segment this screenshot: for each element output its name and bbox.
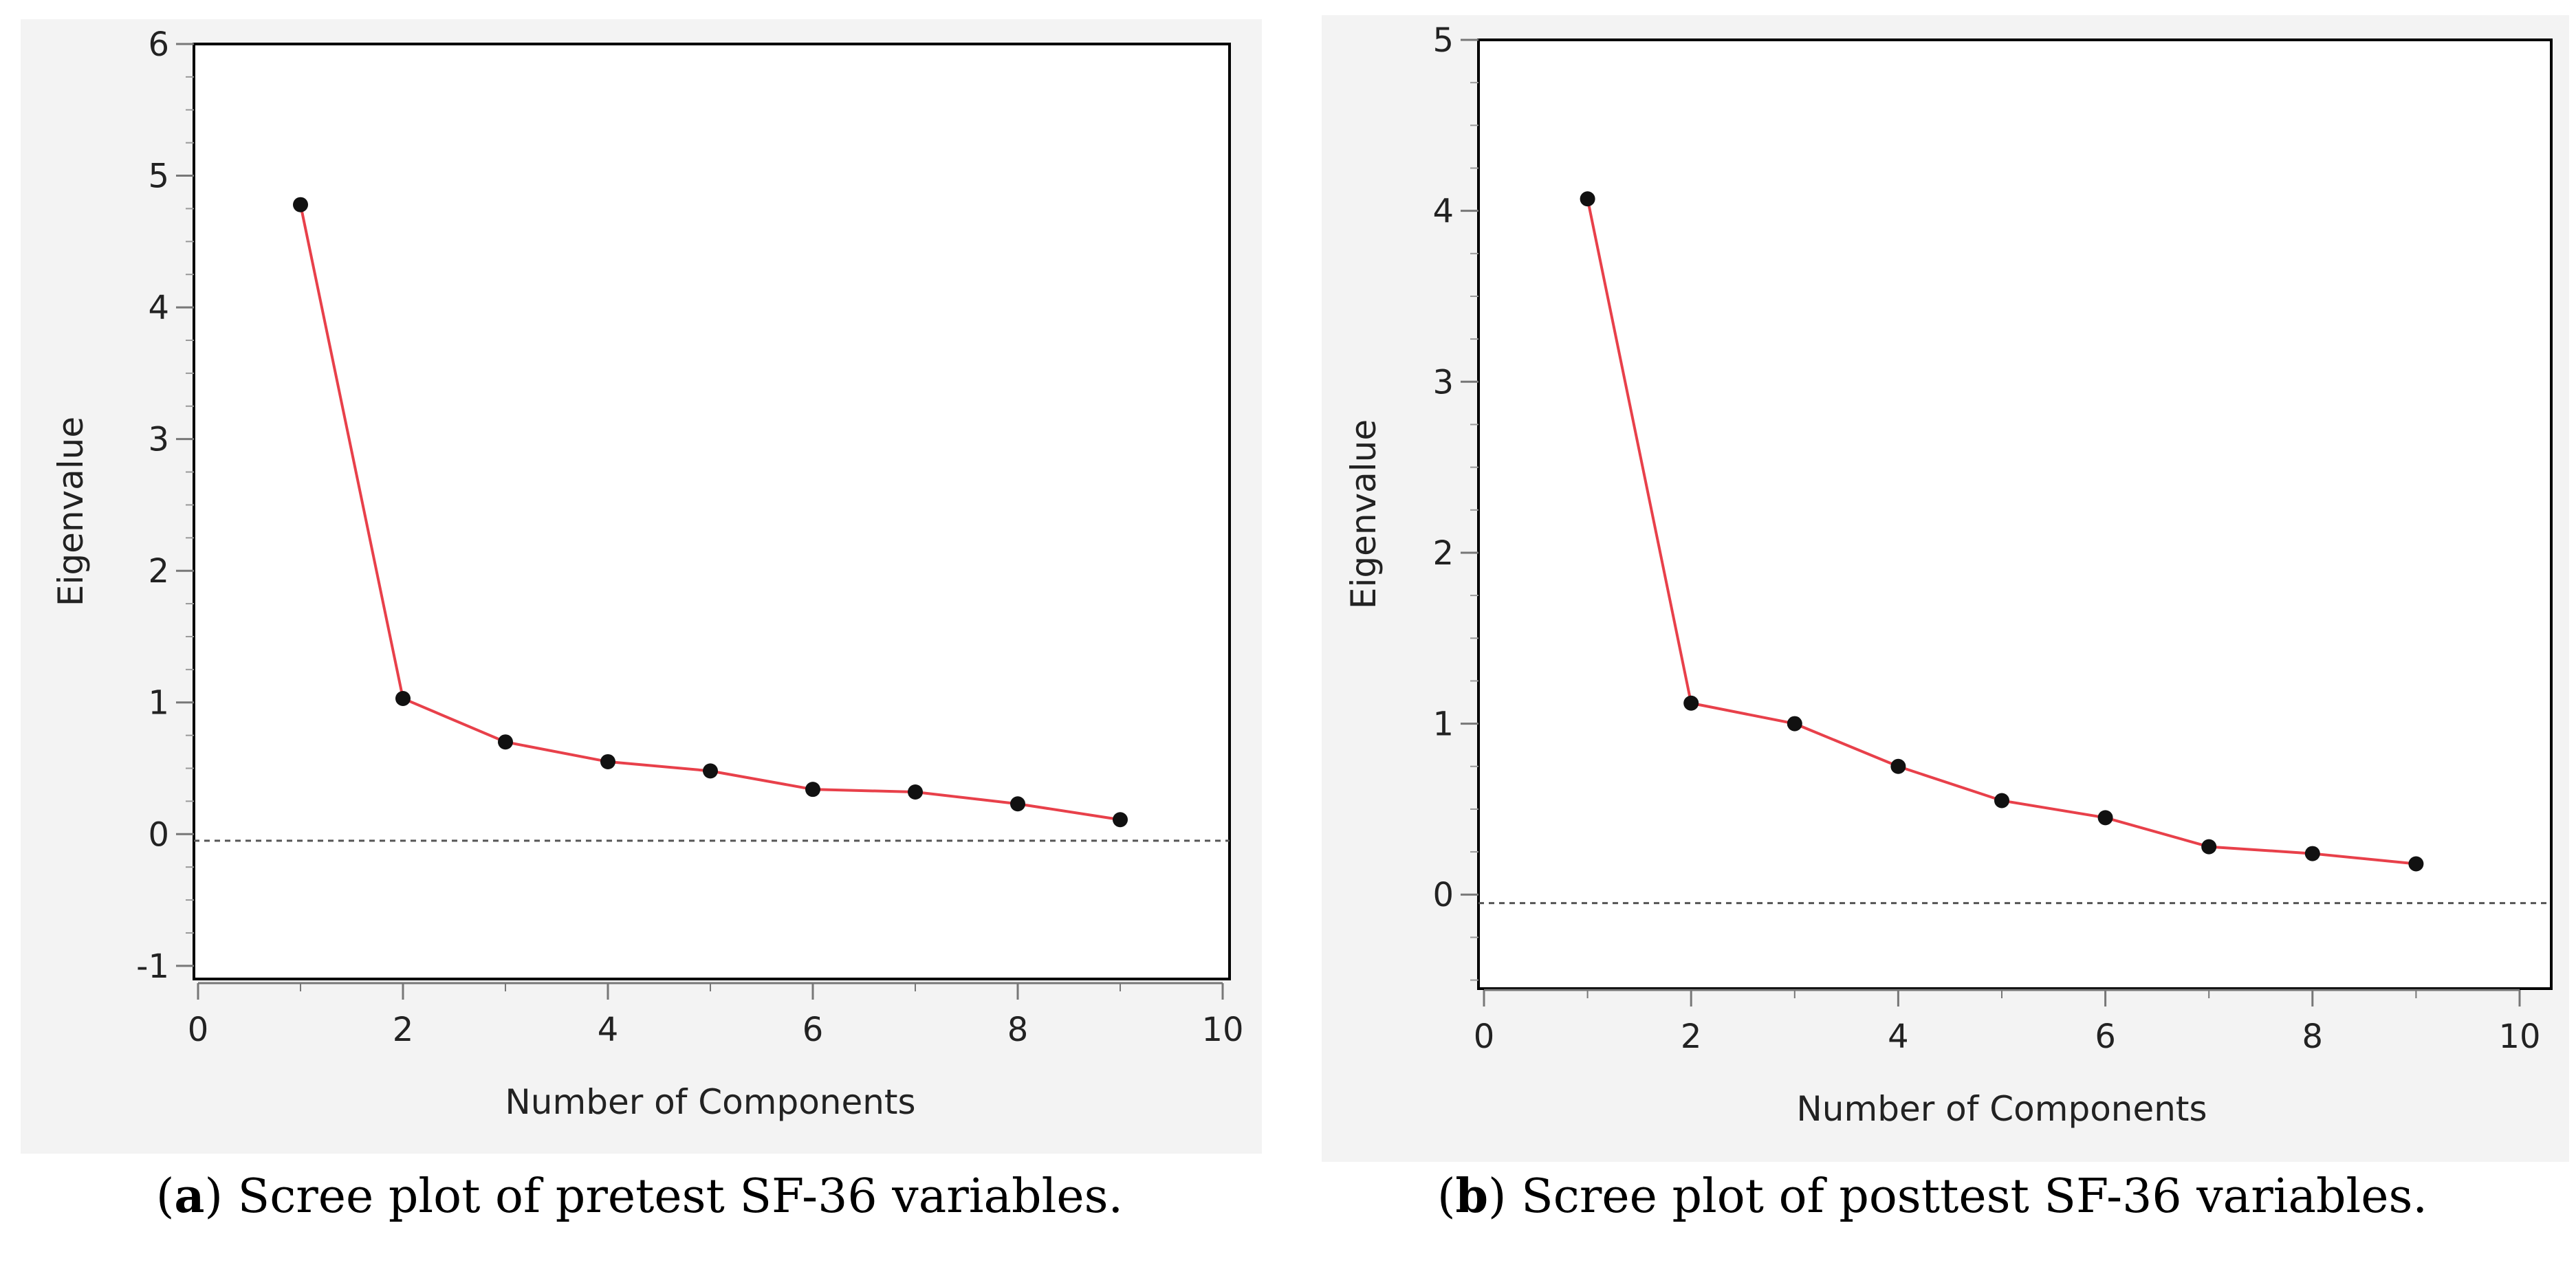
x-axis-title: Number of Components: [505, 1082, 915, 1122]
plot-frame: [193, 43, 1231, 980]
caption-text: ) Scree plot of posttest SF-36 variables…: [1488, 1169, 2428, 1224]
data-point: [805, 782, 820, 798]
x-tick-label: 6: [2095, 1018, 2116, 1056]
y-tick-label: 3: [148, 421, 169, 459]
y-axis-title: Eigenvalue: [51, 417, 91, 606]
y-tick-label: 4: [148, 289, 169, 327]
y-tick-label: 3: [1432, 363, 1454, 402]
y-tick-label: 6: [148, 25, 169, 64]
y-tick-label: 5: [1432, 21, 1454, 60]
chart-svg-posttest: 0 1 2 3 4 5 0 2 4 6 8 10 Number of Components Eigenva…: [1322, 15, 2569, 1162]
x-tick-label: 4: [598, 1011, 619, 1049]
data-point: [2304, 846, 2320, 861]
scree-plot-pretest: -1 0 1 2 3 4 5 6 0 2 4 6 8 10 Number of Components Eige…: [0, 0, 1279, 1265]
y-tick-label: 1: [1432, 705, 1454, 744]
y-tick-label: 5: [148, 157, 169, 196]
data-point: [1580, 191, 1595, 207]
data-point: [2408, 856, 2424, 872]
caption-letter: a: [174, 1169, 205, 1224]
data-point: [2201, 839, 2217, 855]
data-point: [1113, 812, 1128, 828]
chart-svg-pretest: -1 0 1 2 3 4 5 6 0 2 4 6 8 10 Number of Components Eige…: [21, 19, 1262, 1154]
x-tick-label: 10: [1201, 1011, 1243, 1049]
y-tick-label: -1: [136, 947, 169, 986]
caption-pretest: (a) Scree plot of pretest SF-36 variable…: [155, 1169, 1124, 1224]
y-tick-label: 4: [1432, 192, 1454, 231]
x-tick-label: 10: [2498, 1018, 2540, 1056]
y-tick-label: 2: [148, 552, 169, 591]
y-tick-label: 2: [1432, 534, 1454, 573]
plot-frame: [1477, 38, 2553, 990]
data-point: [1994, 793, 2009, 808]
x-tick-label: 8: [2302, 1018, 2324, 1056]
x-tick-label: 2: [393, 1011, 414, 1049]
data-point: [1010, 796, 1025, 812]
caption-text: ) Scree plot of pretest SF-36 variables.: [204, 1169, 1124, 1224]
x-tick-label: 6: [803, 1011, 824, 1049]
y-axis-title: Eigenvalue: [1344, 419, 1384, 609]
data-point: [2097, 810, 2113, 826]
data-point: [395, 691, 411, 706]
x-tick-label: 0: [188, 1011, 209, 1049]
data-point: [1890, 758, 1906, 774]
data-point: [1683, 695, 1699, 711]
data-point: [908, 784, 923, 800]
caption-letter: b: [1455, 1169, 1489, 1224]
y-tick-label: 0: [148, 815, 169, 854]
y-tick-label: 1: [148, 684, 169, 723]
x-tick-label: 0: [1474, 1018, 1495, 1056]
data-point: [1787, 716, 1802, 732]
scree-plot-posttest: 0 1 2 3 4 5 0 2 4 6 8 10 Number of Components Eigenva…: [1307, 0, 2576, 1265]
caption-posttest: (b) Scree plot of posttest SF-36 variabl…: [1437, 1169, 2428, 1224]
data-point: [498, 734, 513, 750]
x-tick-label: 4: [1888, 1018, 1909, 1056]
x-tick-label: 2: [1681, 1018, 1702, 1056]
data-point: [703, 763, 718, 779]
data-point: [293, 197, 308, 212]
x-tick-label: 8: [1007, 1011, 1029, 1049]
y-tick-label: 0: [1432, 876, 1454, 914]
data-point: [600, 754, 615, 769]
x-axis-title: Number of Components: [1796, 1089, 2207, 1129]
